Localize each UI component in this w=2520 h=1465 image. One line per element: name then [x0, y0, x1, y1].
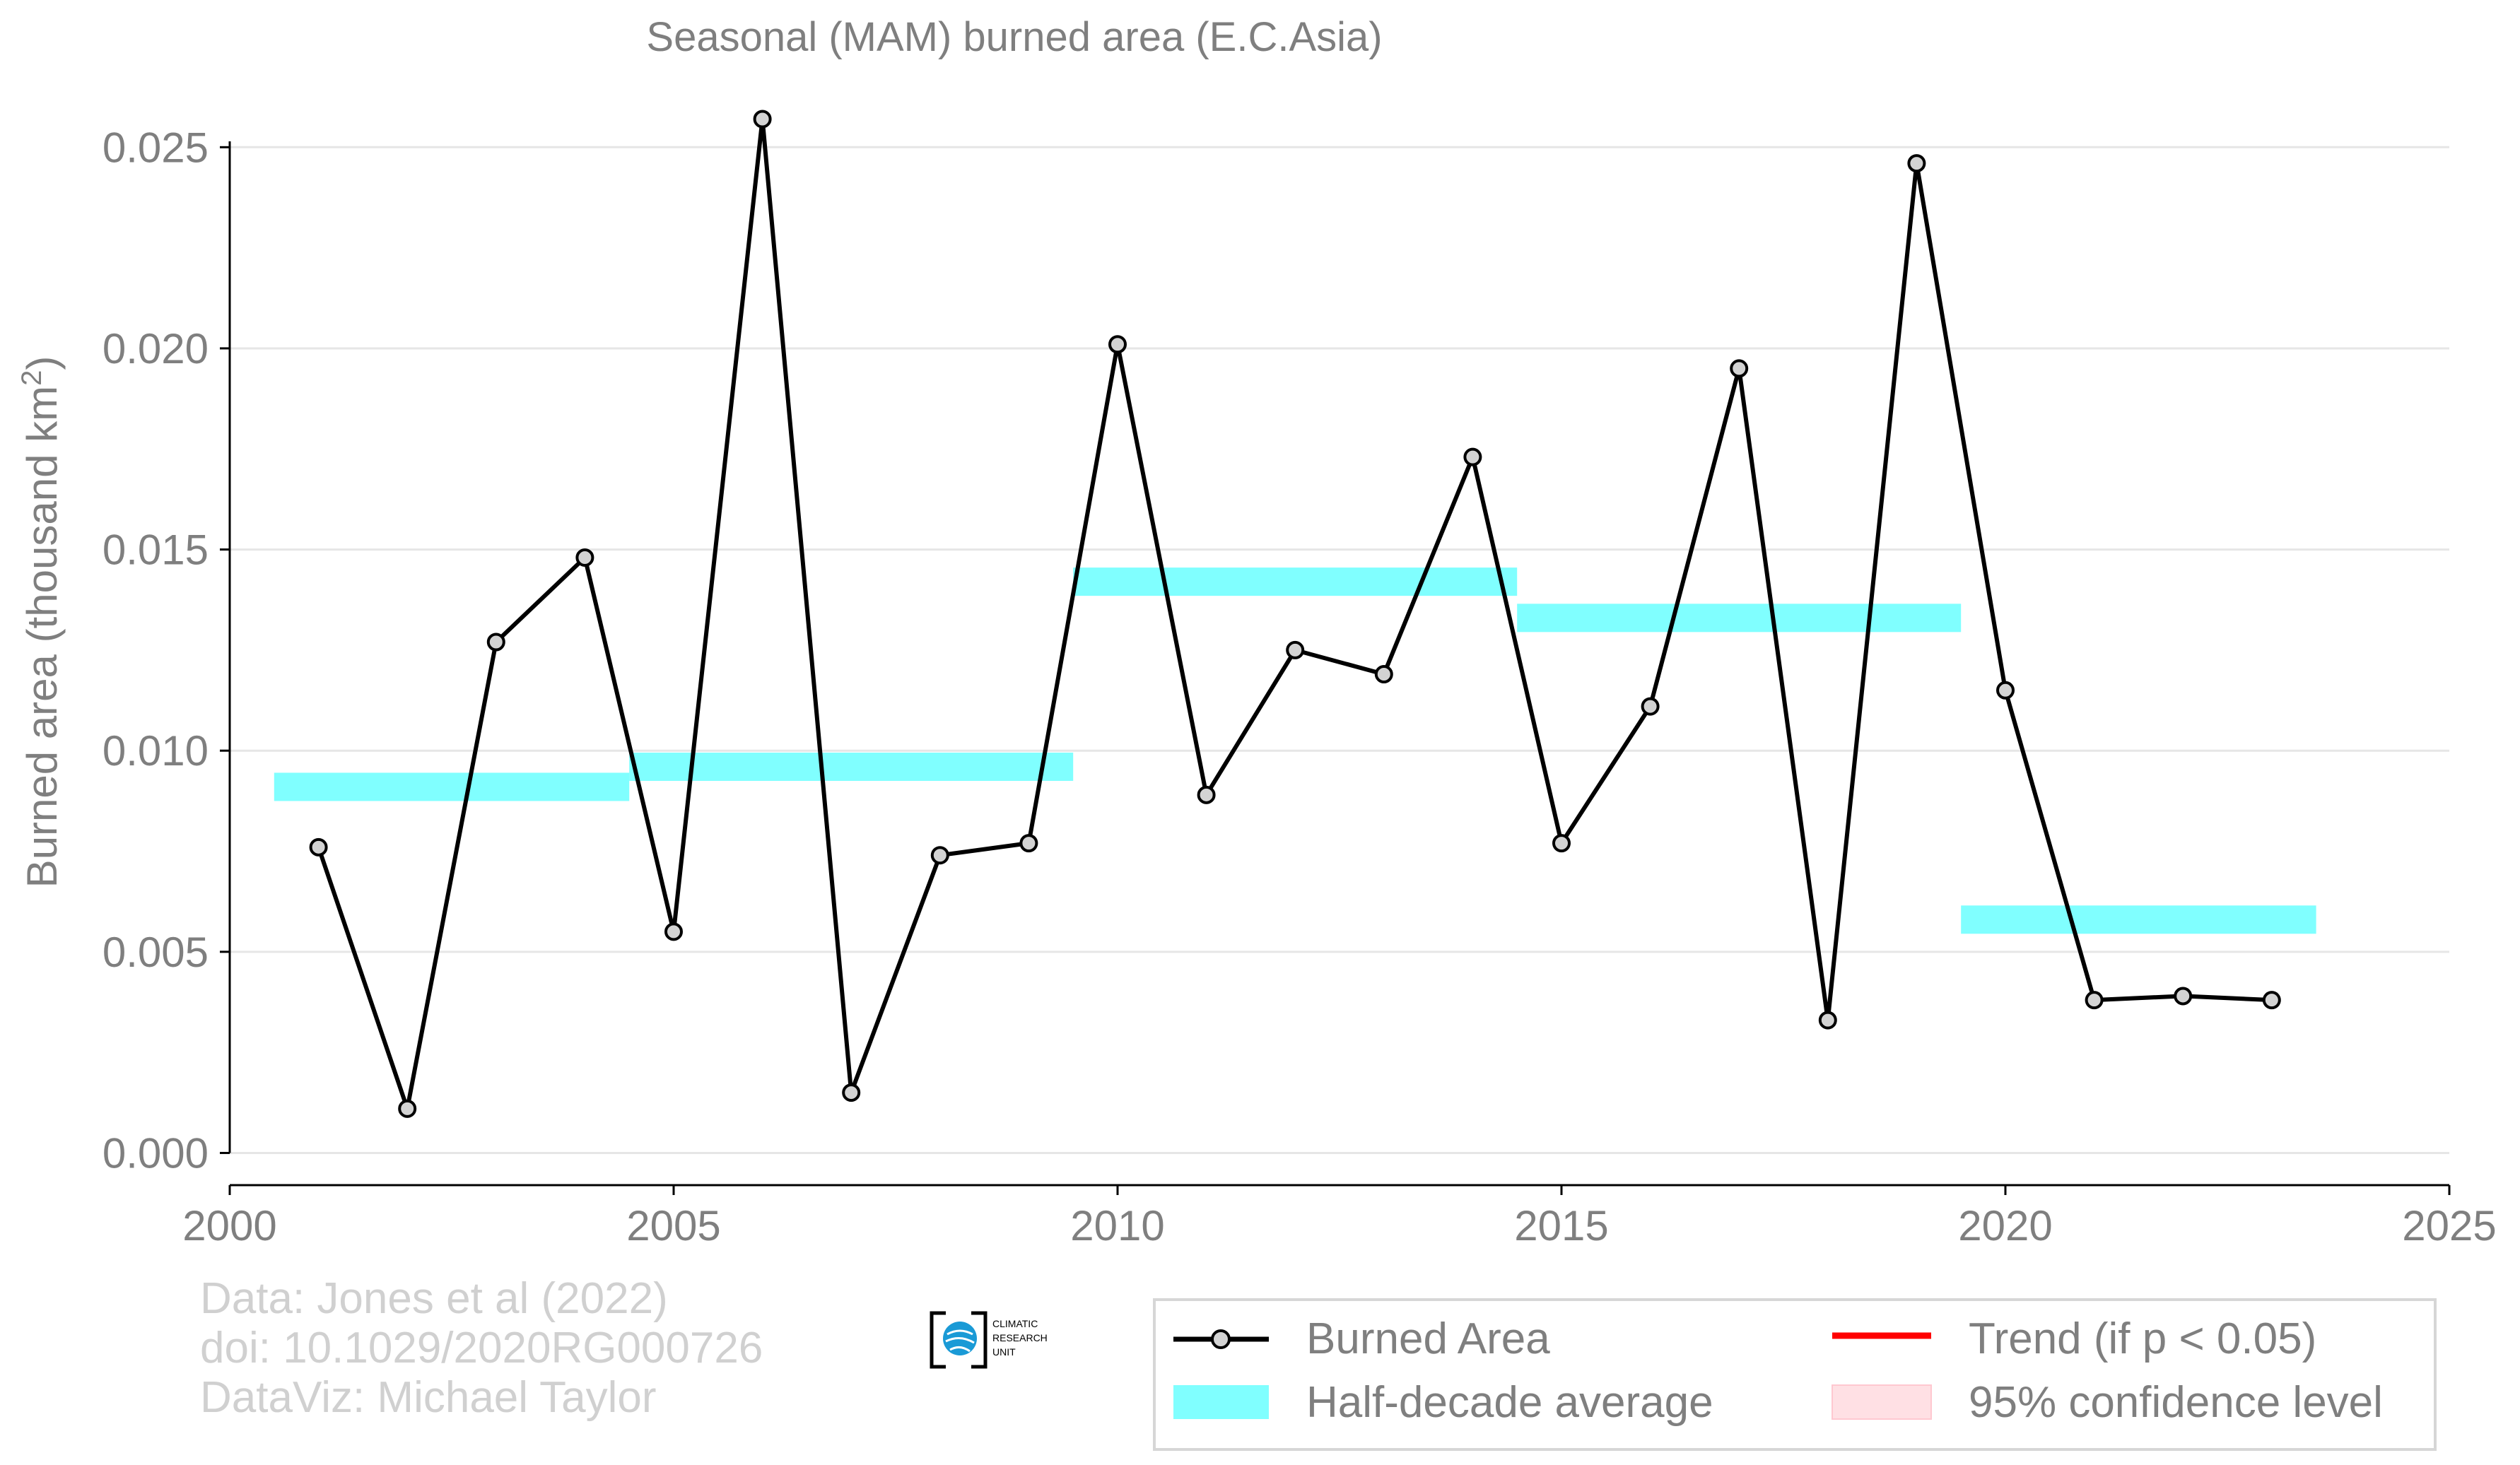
grid [230, 146, 2449, 1154]
data-point [1907, 154, 1926, 173]
legend-label-burned-area: Burned Area [1306, 1314, 1550, 1363]
data-point [1108, 335, 1127, 354]
credit-dataviz: DataViz: Michael Taylor [200, 1373, 657, 1422]
data-point [930, 846, 949, 865]
y-axis-title-text: Burned area (thousand km [18, 386, 66, 888]
credit-data: Data: Jones et al (2022) [200, 1274, 668, 1323]
logo-frame-gap [946, 1310, 971, 1316]
half-decade-bands [274, 567, 2316, 934]
data-point [486, 633, 505, 652]
y-tick-label: 0.005 [102, 929, 209, 976]
data-point [398, 1099, 417, 1118]
data-point [1286, 640, 1305, 659]
legend-label-confidence: 95% confidence level [1969, 1378, 2383, 1427]
y-axis-title-close: ) [18, 356, 66, 370]
half-decade-bar [274, 772, 630, 801]
x-tick-label: 2015 [1514, 1202, 1608, 1249]
y-axis-title-superscript: 2 [16, 370, 47, 386]
y-tick-label: 0.000 [102, 1129, 209, 1177]
logo-frame-gap [946, 1364, 971, 1370]
series-line-burned-area [316, 117, 2272, 1111]
logo-line-2: RESEARCH [992, 1332, 1048, 1343]
legend-box [1153, 1298, 2437, 1451]
data-point [664, 922, 683, 941]
x-ticks: 2000 2005 2010 2015 2020 2025 [182, 1185, 2497, 1249]
legend-label-half-decade: Half-decade average [1306, 1378, 1713, 1427]
x-tick-label: 2005 [626, 1202, 720, 1249]
y-axis-title: Burned area (thousand km2) [16, 356, 66, 888]
series-layer [309, 110, 2281, 1118]
credits: Data: Jones et al (2022) doi: 10.1029/20… [200, 1274, 763, 1422]
half-decade-bar [1961, 905, 2316, 934]
data-point [575, 548, 594, 567]
legend-burned-area-marker [1211, 1329, 1231, 1349]
data-point [753, 110, 772, 129]
legend: Burned Area Trend (if p < 0.05) Half-dec… [1153, 1298, 2437, 1451]
data-point [1641, 697, 1660, 716]
chart-title: Seasonal (MAM) burned area (E.C.Asia) [646, 14, 1382, 60]
credit-doi: doi: 10.1029/2020RG000726 [200, 1324, 763, 1372]
cru-logo-icon: CLIMATIC RESEARCH UNIT [930, 1310, 1048, 1370]
data-point [1197, 785, 1216, 804]
logo-globe-lines [945, 1329, 975, 1353]
legend-half-decade-swatch [1173, 1385, 1269, 1419]
data-point [2174, 987, 2193, 1006]
data-point [1463, 447, 1482, 466]
logo-line-1: CLIMATIC [992, 1318, 1038, 1329]
axes [228, 141, 2449, 1187]
half-decade-bar [1517, 604, 1962, 633]
x-tick-label: 2000 [182, 1202, 276, 1249]
data-point [1019, 834, 1038, 853]
data-point [1730, 359, 1749, 378]
data-point [2085, 991, 2104, 1010]
half-decade-bar [629, 752, 1074, 781]
y-tick-label: 0.010 [102, 727, 209, 775]
data-point [1552, 834, 1571, 853]
y-tick-label: 0.015 [102, 526, 209, 574]
y-ticks: 0.000 0.005 0.010 0.015 0.020 0.025 [102, 124, 230, 1177]
data-point [2262, 991, 2281, 1010]
data-point [1818, 1011, 1837, 1030]
legend-confidence-swatch [1832, 1384, 1932, 1420]
data-point [1374, 665, 1393, 684]
x-tick-label: 2020 [1958, 1202, 2052, 1249]
data-point [842, 1083, 861, 1102]
logo-line-3: UNIT [992, 1346, 1016, 1358]
x-tick-label: 2025 [2402, 1202, 2496, 1249]
x-tick-label: 2010 [1070, 1202, 1164, 1249]
legend-label-trend: Trend (if p < 0.05) [1969, 1314, 2316, 1363]
half-decade-bar [1073, 567, 1518, 596]
data-point [1996, 681, 2015, 700]
data-point [309, 837, 328, 857]
y-tick-label: 0.020 [102, 325, 209, 372]
y-tick-label: 0.025 [102, 124, 209, 171]
